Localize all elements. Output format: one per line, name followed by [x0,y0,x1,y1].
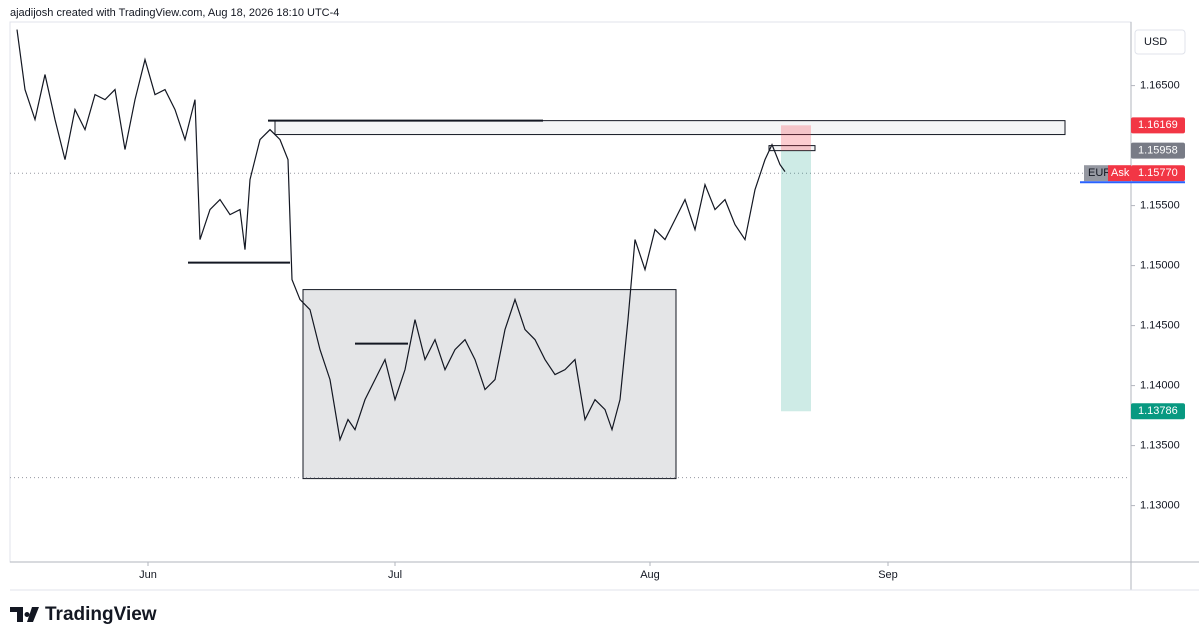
y-tick-label: 1.16500 [1140,80,1180,92]
price-label-box [1131,117,1185,134]
symbol: EUR [1088,167,1111,179]
zone [274,120,1066,136]
y-tick-label: 1.15000 [1140,260,1180,272]
zone [302,289,677,480]
x-tick-label: Sep [878,569,898,581]
logo-icon [10,607,39,622]
price-label-box [1131,403,1185,420]
price-label-box [1131,142,1185,159]
currency-box[interactable] [1134,29,1186,55]
symbol-box [1084,165,1108,182]
price-label: 1.13786 [1138,405,1178,417]
brand: TradingView [45,604,157,625]
price-line [16,29,786,442]
chart-title: ajadijosh created with TradingView.com, … [10,7,339,19]
price-label: 1.16169 [1138,119,1178,131]
y-tick-label: 1.15500 [1140,200,1180,212]
price-label-box [1131,165,1185,182]
target-zone [781,150,811,412]
currency[interactable]: USD [1144,36,1167,48]
tag: Ask [1111,167,1130,179]
stop-zone [781,125,811,151]
zone [768,145,816,152]
tag-box [1108,165,1131,182]
x-tick-label: Aug [640,569,660,581]
y-tick-label: 1.13500 [1140,440,1180,452]
y-tick-label: 1.14000 [1140,380,1180,392]
price-label: 1.15770 [1138,167,1178,179]
logo: TradingView [10,604,157,625]
x-tick-label: Jul [388,569,402,581]
y-tick-label: 1.14500 [1140,320,1180,332]
price-label: 1.15958 [1138,145,1178,157]
x-tick-label: Jun [139,569,157,581]
y-tick-label: 1.13000 [1140,500,1180,512]
